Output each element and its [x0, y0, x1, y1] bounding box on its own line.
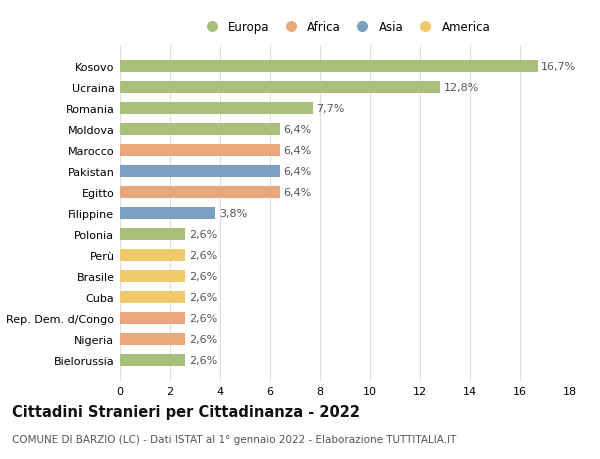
Text: 2,6%: 2,6% [189, 313, 217, 323]
Bar [120, 250, 185, 261]
Bar [120, 166, 280, 177]
Bar [120, 145, 280, 157]
Text: 2,6%: 2,6% [189, 230, 217, 239]
Text: 6,4%: 6,4% [284, 188, 312, 197]
Bar [120, 82, 440, 94]
Bar [120, 124, 280, 135]
Text: 6,4%: 6,4% [284, 167, 312, 177]
Bar [120, 61, 538, 73]
Text: 3,8%: 3,8% [219, 208, 247, 218]
Bar [120, 270, 185, 282]
Bar [120, 354, 185, 366]
Legend: Europa, Africa, Asia, America: Europa, Africa, Asia, America [197, 18, 493, 36]
Text: 6,4%: 6,4% [284, 125, 312, 134]
Text: Cittadini Stranieri per Cittadinanza - 2022: Cittadini Stranieri per Cittadinanza - 2… [12, 404, 360, 419]
Text: 2,6%: 2,6% [189, 292, 217, 302]
Text: 7,7%: 7,7% [316, 104, 344, 114]
Bar [120, 291, 185, 303]
Text: 2,6%: 2,6% [189, 355, 217, 365]
Text: 2,6%: 2,6% [189, 250, 217, 260]
Bar [120, 313, 185, 324]
Bar [120, 187, 280, 198]
Text: 12,8%: 12,8% [444, 83, 479, 93]
Text: 2,6%: 2,6% [189, 334, 217, 344]
Text: 16,7%: 16,7% [541, 62, 577, 72]
Text: 6,4%: 6,4% [284, 146, 312, 156]
Bar [120, 229, 185, 240]
Text: 2,6%: 2,6% [189, 271, 217, 281]
Bar [120, 207, 215, 219]
Bar [120, 103, 313, 114]
Bar [120, 333, 185, 345]
Text: COMUNE DI BARZIO (LC) - Dati ISTAT al 1° gennaio 2022 - Elaborazione TUTTITALIA.: COMUNE DI BARZIO (LC) - Dati ISTAT al 1°… [12, 434, 457, 444]
